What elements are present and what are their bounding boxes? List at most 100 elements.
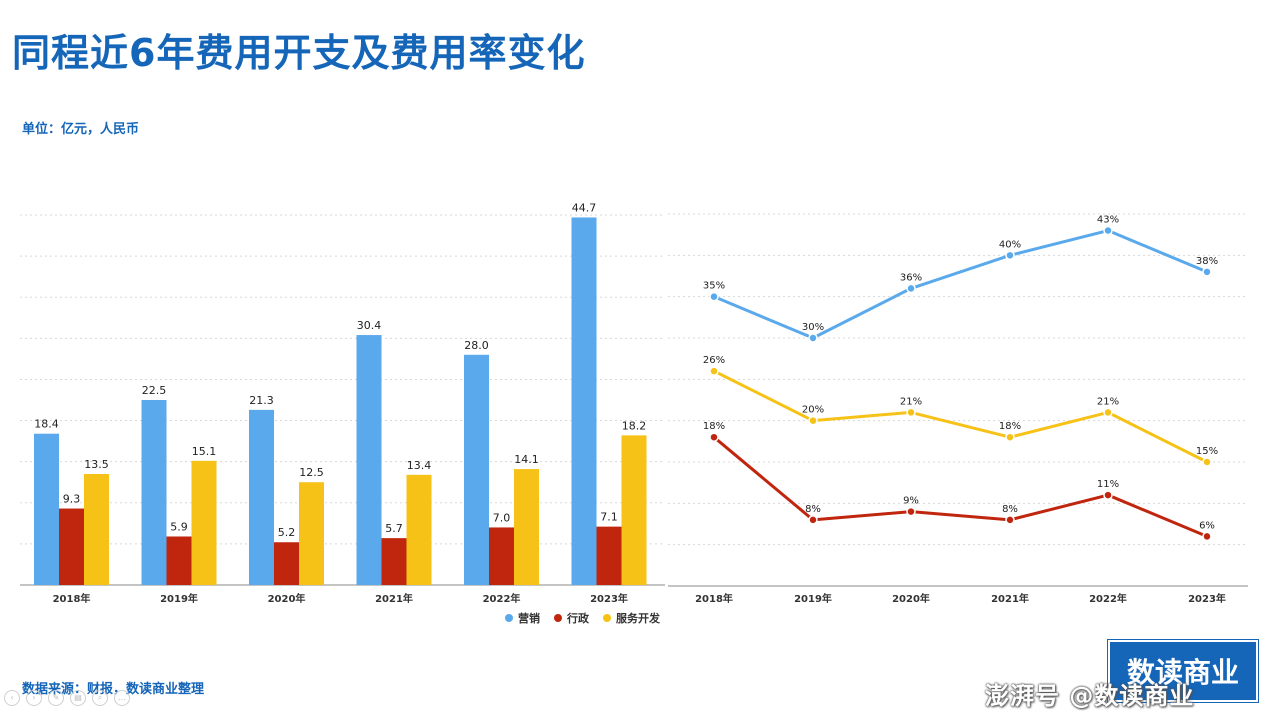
line-x-tick-label: 2018年 — [695, 592, 733, 605]
next-icon[interactable]: › — [26, 690, 42, 706]
bar-marketing — [141, 400, 167, 585]
bar-x-tick-label: 2021年 — [375, 592, 413, 605]
bar-x-tick-label: 2019年 — [160, 592, 198, 605]
prev-icon[interactable]: ‹ — [4, 690, 20, 706]
bar-data-label: 22.5 — [142, 384, 167, 397]
bar-data-label: 18.2 — [622, 419, 647, 432]
legend-marker-rd — [603, 614, 611, 622]
line-series-admin — [713, 436, 1208, 538]
bar-rd — [621, 435, 647, 585]
line-x-tick-label: 2019年 — [794, 592, 832, 605]
bar-data-label: 21.3 — [249, 394, 274, 407]
bar-marketing — [464, 354, 489, 585]
bar-marketing — [249, 409, 274, 585]
page-title: 同程近6年费用开支及费用率变化 — [12, 31, 586, 75]
line-point-admin — [906, 506, 916, 517]
legend-label-marketing: 营销 — [518, 612, 540, 625]
legend-label-rd: 服务开发 — [616, 612, 660, 625]
bar-data-label: 13.4 — [407, 459, 432, 472]
bar-data-label: 13.5 — [84, 458, 109, 471]
line-data-label: 8% — [1002, 504, 1018, 515]
pen-icon[interactable]: ✎ — [48, 690, 64, 706]
line-data-label: 40% — [999, 239, 1021, 250]
line-x-tick-label: 2022年 — [1089, 592, 1127, 605]
bar-x-tick-label: 2022年 — [483, 592, 521, 605]
unit-label: 单位：亿元，人民币 — [22, 122, 140, 137]
line-point-admin — [1005, 515, 1015, 525]
line-point-rd — [1103, 407, 1113, 418]
viewer-toolbar: ‹ › ✎ ▤ ⌕ … — [4, 690, 130, 706]
bar-data-label: 12.5 — [299, 466, 324, 479]
line-data-label: 26% — [703, 355, 725, 366]
bar-admin — [59, 508, 84, 585]
bar-rd — [406, 474, 432, 585]
zoom-icon[interactable]: ⌕ — [92, 690, 108, 706]
bar-x-tick-label: 2020年 — [268, 592, 306, 605]
line-point-rd — [1202, 457, 1212, 467]
bar-data-label: 5.2 — [278, 526, 296, 539]
line-point-admin — [1103, 490, 1113, 500]
line-x-tick-label: 2020年 — [892, 592, 930, 605]
line-x-tick-label: 2021年 — [991, 592, 1029, 605]
line-data-label: 15% — [1196, 446, 1218, 457]
data-source-label: 数据来源：财报，数读商业整理 — [22, 682, 205, 697]
line-point-admin — [1202, 531, 1212, 542]
line-data-label: 9% — [903, 496, 919, 507]
bar-x-tick-label: 2023年 — [590, 592, 628, 605]
more-icon[interactable]: … — [114, 690, 130, 706]
line-data-label: 18% — [703, 421, 725, 432]
line-data-label: 35% — [703, 281, 725, 292]
bar-data-label: 28.0 — [464, 339, 489, 352]
legend-label-admin: 行政 — [567, 612, 589, 625]
bar-admin — [166, 536, 192, 585]
bar-admin — [274, 542, 299, 585]
bar-data-label: 7.0 — [493, 511, 511, 524]
line-data-label: 38% — [1196, 256, 1218, 267]
line-point-marketing — [808, 333, 818, 343]
line-point-marketing — [906, 283, 916, 294]
bar-admin — [489, 527, 514, 585]
line-point-marketing — [1202, 267, 1212, 277]
bar-marketing — [34, 433, 59, 585]
line-series-rd — [713, 369, 1208, 464]
legend-item-admin: 行政 — [554, 610, 589, 626]
line-data-label: 30% — [802, 322, 824, 333]
bar-marketing — [571, 217, 597, 585]
line-data-label: 18% — [999, 421, 1021, 432]
line-point-admin — [709, 432, 719, 442]
legend-marker-marketing — [505, 614, 513, 622]
bar-data-label: 44.7 — [572, 201, 597, 214]
line-data-label: 43% — [1097, 215, 1119, 226]
bar-data-label: 9.3 — [63, 493, 81, 506]
bar-data-label: 18.4 — [34, 418, 59, 431]
bar-rd — [84, 474, 109, 585]
pages-icon[interactable]: ▤ — [70, 690, 86, 706]
brand-logo: 数读商业 — [1107, 639, 1259, 703]
bar-data-label: 30.4 — [357, 319, 382, 332]
line-x-tick-label: 2023年 — [1188, 592, 1226, 605]
line-point-rd — [709, 366, 719, 376]
legend-marker-admin — [554, 614, 562, 622]
line-data-label: 6% — [1199, 520, 1215, 531]
watermark: 澎湃号 @数读商业 — [985, 682, 1195, 710]
bar-data-label: 7.1 — [600, 511, 618, 524]
line-point-marketing — [709, 291, 719, 302]
chart-legend: 营销 行政 服务开发 — [505, 610, 660, 626]
bar-marketing — [356, 335, 382, 585]
line-point-rd — [1005, 432, 1015, 442]
line-data-label: 8% — [805, 504, 821, 515]
line-point-admin — [808, 515, 818, 525]
line-series-marketing — [713, 229, 1208, 340]
bar-rd — [514, 469, 539, 585]
line-point-marketing — [1005, 250, 1015, 261]
line-data-label: 36% — [900, 272, 922, 283]
bar-x-tick-label: 2018年 — [53, 592, 91, 605]
line-data-label: 21% — [1097, 396, 1119, 407]
line-data-label: 20% — [802, 405, 824, 416]
bar-admin — [596, 526, 622, 585]
legend-item-rd: 服务开发 — [603, 610, 660, 626]
bar-data-label: 15.1 — [192, 445, 217, 458]
line-point-rd — [906, 407, 916, 418]
line-data-label: 11% — [1097, 479, 1119, 490]
